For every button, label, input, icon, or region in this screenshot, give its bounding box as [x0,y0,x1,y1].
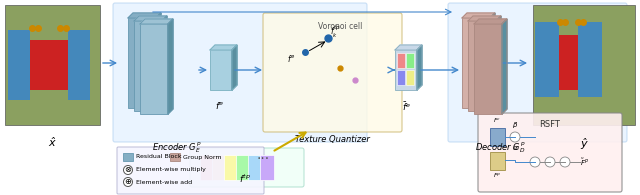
Text: Decoder $G_D^p$: Decoder $G_D^p$ [475,140,525,155]
Bar [236,155,250,180]
Bar [140,24,168,114]
Bar [28,40,68,90]
Circle shape [124,166,132,175]
Polygon shape [502,19,507,114]
FancyBboxPatch shape [478,113,622,192]
Bar [170,153,180,161]
Polygon shape [156,13,161,108]
Bar [68,30,90,100]
Bar [8,30,30,100]
Text: Encoder $G_E^p$: Encoder $G_E^p$ [152,140,202,155]
Text: $\oplus$: $\oplus$ [124,177,132,186]
Bar [535,22,559,97]
Bar [5,5,100,125]
Text: $F^p$: $F^p$ [493,172,501,180]
Circle shape [560,157,570,167]
Bar [260,155,274,180]
Text: $\bar{f}^e$: $\bar{f}^e$ [401,100,410,113]
Bar [558,35,600,90]
Text: Element-wise add: Element-wise add [136,180,192,184]
Polygon shape [134,16,167,21]
Text: $\otimes$: $\otimes$ [124,166,132,175]
Bar [490,128,505,146]
Bar [397,53,405,68]
Polygon shape [210,45,237,50]
Text: $f^e$: $f^e$ [287,52,295,64]
FancyBboxPatch shape [448,3,627,142]
Text: ŷ: ŷ [580,138,588,149]
Polygon shape [462,13,495,18]
Bar [474,24,502,114]
Polygon shape [417,45,422,90]
FancyBboxPatch shape [263,13,402,132]
Bar [406,53,414,68]
Polygon shape [128,13,161,18]
Bar [123,153,133,161]
Text: Voronoi cell: Voronoi cell [318,22,362,31]
Bar [212,155,226,180]
Bar [406,70,414,85]
Polygon shape [496,16,501,111]
FancyBboxPatch shape [113,3,367,142]
Text: Texture Quantizer: Texture Quantizer [294,135,369,144]
Polygon shape [168,19,173,114]
Circle shape [545,157,555,167]
FancyBboxPatch shape [117,147,264,194]
Text: Group Norm: Group Norm [183,154,221,160]
Polygon shape [490,13,495,108]
Bar [128,18,156,108]
Text: $f^{tp}$: $f^{tp}$ [239,173,251,185]
Bar [490,152,505,170]
FancyBboxPatch shape [190,148,304,187]
Polygon shape [468,16,501,21]
Bar [468,21,496,111]
Bar [462,18,490,108]
Text: $f^e$: $f^e$ [215,100,225,111]
Bar [224,155,238,180]
Bar [395,50,417,90]
Bar [210,50,232,90]
Text: $\beta$: $\beta$ [512,120,518,130]
Text: RSFT: RSFT [540,120,561,129]
Polygon shape [395,45,422,50]
Polygon shape [474,19,507,24]
Text: $\tilde{F}^p$: $\tilde{F}^p$ [580,156,589,168]
Circle shape [124,177,132,186]
Text: $f_k^{tp}$: $f_k^{tp}$ [330,24,340,40]
Bar [248,155,262,180]
Text: Element-wise multiply: Element-wise multiply [136,168,206,173]
Text: $F^c$: $F^c$ [493,117,501,125]
Circle shape [510,132,520,142]
Bar [397,70,405,85]
Text: x̂: x̂ [49,138,55,148]
Bar [200,155,214,180]
Circle shape [530,157,540,167]
Bar [134,21,162,111]
Polygon shape [140,19,173,24]
Text: $\alpha$: $\alpha$ [512,144,518,152]
Polygon shape [232,45,237,90]
Text: Residual Block: Residual Block [136,154,182,160]
Text: ...: ... [257,148,269,162]
Bar [578,22,602,97]
Bar [533,5,635,125]
Polygon shape [162,16,167,111]
